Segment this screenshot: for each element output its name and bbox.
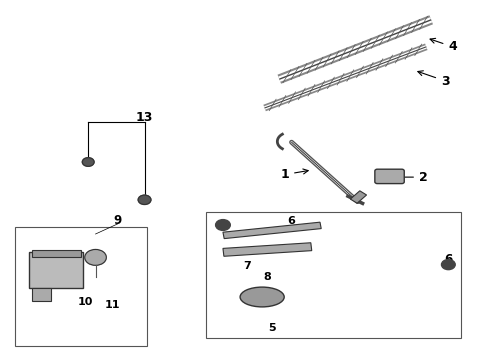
Circle shape [216,220,230,230]
Bar [29,252,83,288]
Text: 5: 5 [268,323,276,333]
Text: 3: 3 [418,71,450,87]
Bar [32,288,51,301]
Text: 7: 7 [244,261,251,271]
Circle shape [441,260,455,270]
Text: 4: 4 [430,39,457,53]
Text: 12: 12 [29,257,45,267]
Text: 11: 11 [105,300,121,310]
Text: 10: 10 [78,297,94,307]
Text: 13: 13 [136,111,153,123]
Text: 9: 9 [114,214,122,227]
Text: 6: 6 [287,216,295,226]
FancyBboxPatch shape [375,169,404,184]
Bar [223,222,321,239]
Circle shape [85,249,106,265]
Text: 6: 6 [444,253,452,266]
Circle shape [82,158,94,166]
Bar [223,243,312,256]
Text: 2: 2 [396,171,428,184]
Circle shape [138,195,151,204]
Text: 1: 1 [280,168,308,181]
Bar [15,227,147,346]
Bar [350,191,367,203]
Text: 8: 8 [263,272,271,282]
Bar [206,212,461,338]
Bar [32,250,81,257]
Ellipse shape [240,287,284,307]
